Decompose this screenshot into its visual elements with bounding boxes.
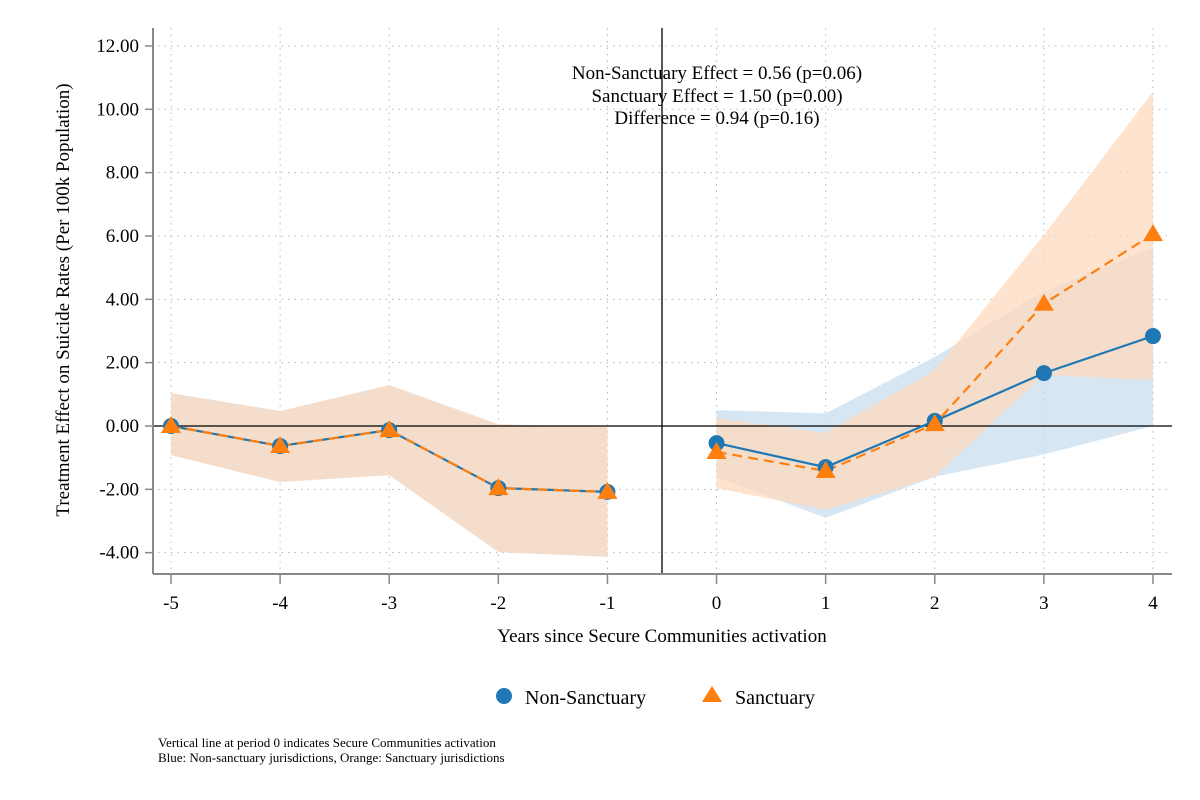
y-tick-label: 12.00	[96, 36, 139, 57]
y-tick-label: 0.00	[106, 416, 139, 437]
data-point-non-sanctuary	[1144, 328, 1161, 345]
y-tick-label: 8.00	[106, 163, 139, 184]
series-line-sanctuary	[170, 424, 608, 493]
data-point-sanctuary	[1033, 293, 1054, 311]
x-tick-label: 1	[821, 593, 831, 614]
data-point-sanctuary	[597, 481, 618, 499]
reference-lines	[153, 28, 1172, 574]
x-tick-label: -5	[163, 593, 179, 614]
data-point-sanctuary	[1142, 224, 1163, 242]
x-tick-label: 2	[930, 593, 940, 614]
data-point-sanctuary	[924, 414, 945, 432]
data-point-sanctuary	[161, 416, 181, 433]
x-axis-title: Years since Secure Communities activatio…	[497, 626, 827, 647]
axes: -4.00 -2.00 0.00 2.00 4.00 6.00 8.00 10.00 12.00…	[96, 28, 1172, 614]
data-point-sanctuary	[815, 460, 836, 478]
x-tick-label: 4	[1148, 593, 1158, 614]
data-point-non-sanctuary	[1035, 365, 1052, 382]
annotation-non-sanctuary-effect: Non-Sanctuary Effect = 0.56 (p=0.06)	[572, 63, 862, 84]
x-tick-label: 0	[712, 593, 722, 614]
x-tick-label: 3	[1039, 593, 1049, 614]
legend-label-non-sanctuary: Non-Sanctuary	[525, 687, 646, 709]
y-tick-label: 6.00	[106, 226, 139, 247]
annotation-difference: Difference = 0.94 (p=0.16)	[614, 108, 819, 129]
footnote-line-2: Blue: Non-sanctuary jurisdictions, Orang…	[158, 750, 505, 765]
x-tick-label: -1	[600, 593, 616, 614]
y-tick-label: 2.00	[106, 353, 139, 374]
ci-band-sanctuary	[171, 385, 608, 557]
y-tick-label: 10.00	[96, 99, 139, 120]
legend-item-non-sanctuary: Non-Sanctuary	[496, 687, 646, 709]
y-axis-title: Treatment Effect on Suicide Rates (Per 1…	[53, 83, 74, 516]
data-point-sanctuary	[488, 478, 509, 496]
x-tick-label: -3	[381, 593, 397, 614]
x-tick-label: -2	[490, 593, 506, 614]
legend: Non-Sanctuary Sanctuary	[496, 686, 815, 709]
annotation-sanctuary-effect: Sanctuary Effect = 1.50 (p=0.00)	[591, 86, 842, 107]
legend-label-sanctuary: Sanctuary	[735, 687, 815, 709]
legend-item-sanctuary: Sanctuary	[702, 686, 815, 709]
data-point-sanctuary	[379, 420, 400, 438]
series-markers	[161, 224, 1163, 500]
y-tick-label: 4.00	[106, 289, 139, 310]
legend-circle-marker-icon	[496, 688, 512, 704]
footnote-line-1: Vertical line at period 0 indicates Secu…	[158, 735, 496, 750]
y-tick-label: -4.00	[99, 543, 139, 564]
data-point-sanctuary	[706, 441, 727, 459]
x-tick-label: -4	[272, 593, 288, 614]
y-tick-label: -2.00	[99, 479, 139, 500]
data-point-sanctuary	[270, 435, 291, 453]
legend-triangle-marker-icon	[702, 686, 722, 702]
annotation-box: Non-Sanctuary Effect = 0.56 (p=0.06) San…	[572, 63, 862, 129]
ci-band-sanctuary	[716, 91, 1153, 510]
